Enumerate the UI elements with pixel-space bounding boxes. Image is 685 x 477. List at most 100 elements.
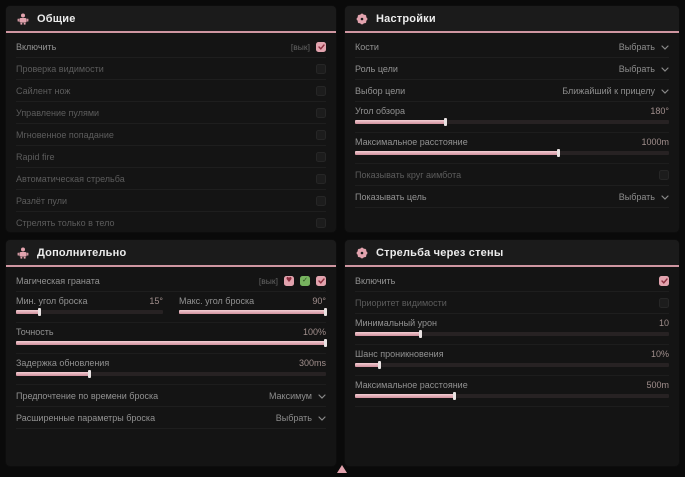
row-label: Проверка видимости <box>16 63 104 74</box>
slider-track[interactable] <box>16 370 326 378</box>
slider-label: Максимальное расстояние <box>355 137 468 147</box>
dropdown-value: Выбрать <box>618 63 655 74</box>
slider-label: Точность <box>16 327 54 337</box>
dropdown[interactable]: Ближайший к прицелу <box>562 86 669 96</box>
dropdown[interactable]: Выбрать <box>619 64 669 74</box>
slider-track[interactable] <box>16 339 327 347</box>
slider-fill <box>179 308 327 316</box>
option-row[interactable]: Показывать круг аимбота <box>355 164 669 186</box>
row-controls <box>316 63 326 74</box>
slider-line: Задержка обновления 300ms <box>16 358 326 368</box>
slider-fill <box>355 118 448 126</box>
dropdown[interactable]: Выбрать <box>619 42 669 52</box>
row-label: Мгновенное попадание <box>16 129 114 140</box>
row-controls <box>316 151 326 162</box>
option-row[interactable]: Проверка видимости <box>16 58 326 80</box>
dropdown[interactable]: Максимум <box>269 391 326 401</box>
panel-wallshoot-body: Включить Приоритет видимости Минимальный у… <box>345 267 679 407</box>
slider-handle[interactable] <box>88 370 92 378</box>
dropdown-value: Выбрать <box>275 412 312 423</box>
slider-track[interactable] <box>355 118 669 126</box>
checkbox[interactable] <box>659 297 669 308</box>
heart-icon: ♥ <box>284 275 294 286</box>
dropdown-row[interactable]: Расширенные параметры броска Выбрать <box>16 407 326 429</box>
option-row[interactable]: Стрелять только в тело <box>16 212 326 232</box>
slider-handle[interactable] <box>444 118 448 126</box>
row-label: Стрелять только в тело <box>16 217 115 228</box>
option-row[interactable]: Rapid fire <box>16 146 326 168</box>
option-row[interactable]: Управление пулями <box>16 102 326 124</box>
slider-line: Максимальное расстояние 500m <box>355 380 669 390</box>
checkbox[interactable] <box>316 107 326 118</box>
slider-track[interactable] <box>179 308 327 316</box>
panel-additional-body: Магическая граната [вык] ♥ ✓ Мин. угол броск… <box>6 267 336 429</box>
slider-line: Точность 100% <box>16 327 326 337</box>
option-row[interactable]: Включить <box>355 270 669 292</box>
slider-handle[interactable] <box>453 392 457 400</box>
slider-handle[interactable] <box>418 330 422 338</box>
slider-handle[interactable] <box>378 361 382 369</box>
dropdown-row[interactable]: Кости Выбрать <box>355 36 669 58</box>
option-row[interactable]: Мгновенное попадание <box>16 124 326 146</box>
check-icon: ✓ <box>300 275 310 286</box>
row-controls: Выбрать <box>619 42 669 52</box>
row-controls: Выбрать <box>276 413 326 423</box>
panel-title: Общие <box>37 12 76 25</box>
dropdown[interactable]: Выбрать <box>619 192 669 202</box>
slider-value: 500m <box>646 380 669 390</box>
chevron-down-icon <box>661 86 669 96</box>
row-label: Предпочтение по времени броска <box>16 390 159 401</box>
dropdown-row[interactable]: Показывать цель Выбрать <box>355 186 669 208</box>
row-controls <box>316 129 326 140</box>
checkbox[interactable] <box>659 275 669 286</box>
slider-handle[interactable] <box>324 308 327 316</box>
dropdown[interactable]: Выбрать <box>276 413 326 423</box>
checkbox[interactable] <box>316 173 326 184</box>
checkbox[interactable] <box>316 41 326 52</box>
checkbox[interactable] <box>316 151 326 162</box>
option-row[interactable]: Разлёт пули <box>16 190 326 212</box>
dropdown-row[interactable]: Выбор цели Ближайший к прицелу <box>355 80 669 102</box>
slider-track[interactable] <box>16 308 163 316</box>
option-row[interactable]: Автоматическая стрельба <box>16 168 326 190</box>
dropdown-value: Выбрать <box>618 191 655 202</box>
slider-handle[interactable] <box>324 339 327 347</box>
aimbot-person-icon <box>17 247 29 259</box>
slider-pair-row: Мин. угол броска 15° Макс. угол броска 90° <box>16 292 327 323</box>
slider-row: Макс. угол броска 90° <box>179 292 327 322</box>
slider-row: Максимальное расстояние 1000m <box>355 133 669 164</box>
slider-row: Точность 100% <box>16 323 327 354</box>
slider-track[interactable] <box>355 330 669 338</box>
checkbox[interactable] <box>316 63 326 74</box>
checkbox[interactable] <box>316 275 326 286</box>
chevron-down-icon <box>318 413 326 423</box>
slider-handle[interactable] <box>557 149 561 157</box>
checkbox[interactable] <box>316 217 326 228</box>
row-label: Сайлент нож <box>16 85 71 96</box>
checkbox[interactable] <box>659 169 669 180</box>
row-controls <box>316 195 326 206</box>
option-row[interactable]: Магическая граната [вык] ♥ ✓ <box>16 270 326 292</box>
dropdown-row[interactable]: Роль цели Выбрать <box>355 58 669 80</box>
slider-row: Угол обзора 180° <box>355 102 669 133</box>
dropdown-row[interactable]: Предпочтение по времени броска Максимум <box>16 385 326 407</box>
row-controls: Выбрать <box>619 192 669 202</box>
panel-wallshoot: Стрельба через стены Включить Приоритет в… <box>345 240 679 466</box>
slider-line: Угол обзора 180° <box>355 106 669 116</box>
checkbox[interactable] <box>316 195 326 206</box>
slider-track[interactable] <box>355 392 669 400</box>
checkbox[interactable] <box>316 85 326 96</box>
slider-line: Мин. угол броска 15° <box>16 296 163 306</box>
slider-track[interactable] <box>355 361 669 369</box>
option-row[interactable]: Сайлент нож <box>16 80 326 102</box>
option-row[interactable]: Включить [вык] <box>16 36 326 58</box>
slider-fill <box>355 361 382 369</box>
row-label: Выбор цели <box>355 85 406 96</box>
slider-label: Мин. угол броска <box>16 296 88 306</box>
checkbox[interactable] <box>316 129 326 140</box>
row-label: Магическая граната <box>16 275 100 286</box>
slider-handle[interactable] <box>37 308 41 316</box>
gear-flower-icon <box>356 247 368 259</box>
option-row[interactable]: Приоритет видимости <box>355 292 669 314</box>
slider-track[interactable] <box>355 149 669 157</box>
